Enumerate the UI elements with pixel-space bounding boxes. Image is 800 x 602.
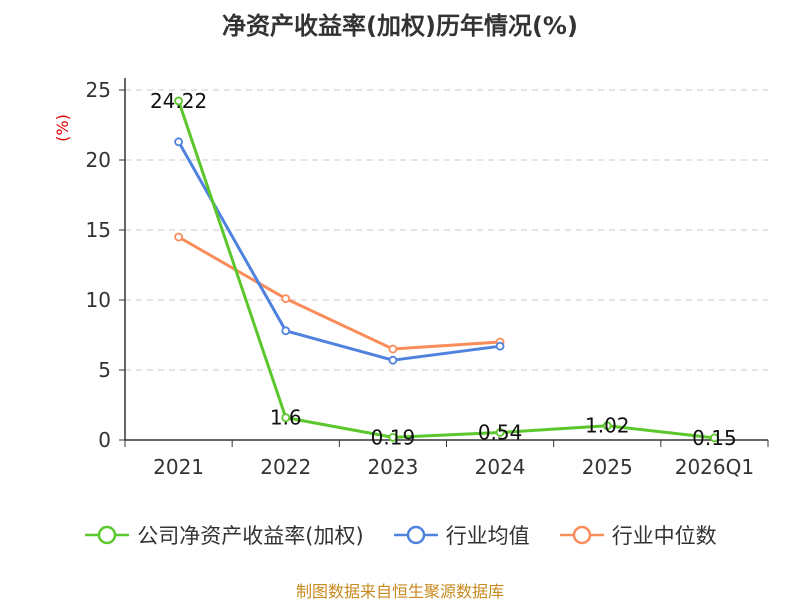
legend-label: 公司净资产收益率(加权) — [137, 524, 364, 548]
series-line — [177, 141, 501, 362]
x-tick-label: 2026Q1 — [675, 455, 754, 479]
legend-label: 行业均值 — [445, 524, 530, 548]
x-tick-label: 2021 — [153, 455, 204, 479]
x-tick-label: 2022 — [260, 455, 311, 479]
series-line — [177, 100, 715, 440]
data-label: 24.22 — [150, 89, 207, 113]
y-tick-label: 0 — [98, 428, 111, 452]
legend-item[interactable]: 行业均值 — [392, 520, 530, 550]
x-tick-label: 2025 — [582, 455, 633, 479]
data-point — [710, 433, 719, 443]
data-point — [281, 294, 291, 304]
data-point — [388, 344, 398, 354]
legend-swatch — [393, 525, 438, 545]
y-tick-label: 5 — [98, 358, 111, 382]
y-tick-label: 20 — [86, 148, 111, 172]
y-axis-label: (%) — [53, 114, 72, 142]
data-point — [281, 413, 291, 423]
legend: 公司净资产收益率(加权) 行业均值 行业中位数 — [0, 520, 800, 550]
data-point — [388, 355, 398, 365]
legend-swatch — [559, 525, 604, 545]
data-label: 0.15 — [692, 426, 737, 450]
data-label: 0.54 — [478, 420, 523, 444]
data-point — [174, 96, 183, 106]
x-tick-label: 2023 — [367, 455, 418, 479]
data-point — [388, 432, 398, 442]
y-tick-label: 10 — [86, 288, 111, 312]
legend-item[interactable]: 公司净资产收益率(加权) — [83, 520, 364, 550]
legend-item[interactable]: 行业中位数 — [558, 520, 717, 550]
data-point — [602, 421, 612, 431]
x-tick-label: 2024 — [475, 455, 526, 479]
data-point — [281, 326, 291, 336]
chart-title: 净资产收益率(加权)历年情况(%) — [222, 12, 578, 40]
legend-swatch — [85, 525, 130, 545]
y-tick-label: 15 — [86, 218, 111, 242]
data-point — [495, 341, 505, 351]
data-point — [495, 428, 505, 437]
legend-label: 行业中位数 — [611, 524, 717, 548]
data-label: 0.19 — [371, 425, 416, 449]
series-line — [177, 235, 501, 351]
legend-marker — [98, 525, 117, 545]
data-point — [174, 137, 183, 147]
data-label: 1.6 — [270, 406, 302, 430]
data-point — [174, 232, 183, 242]
y-tick-label: 25 — [86, 78, 111, 102]
legend-marker — [406, 525, 425, 545]
legend-marker — [572, 525, 591, 545]
data-label: 1.02 — [585, 414, 630, 438]
source-note: 制图数据来自恒生聚源数据库 — [295, 582, 504, 601]
